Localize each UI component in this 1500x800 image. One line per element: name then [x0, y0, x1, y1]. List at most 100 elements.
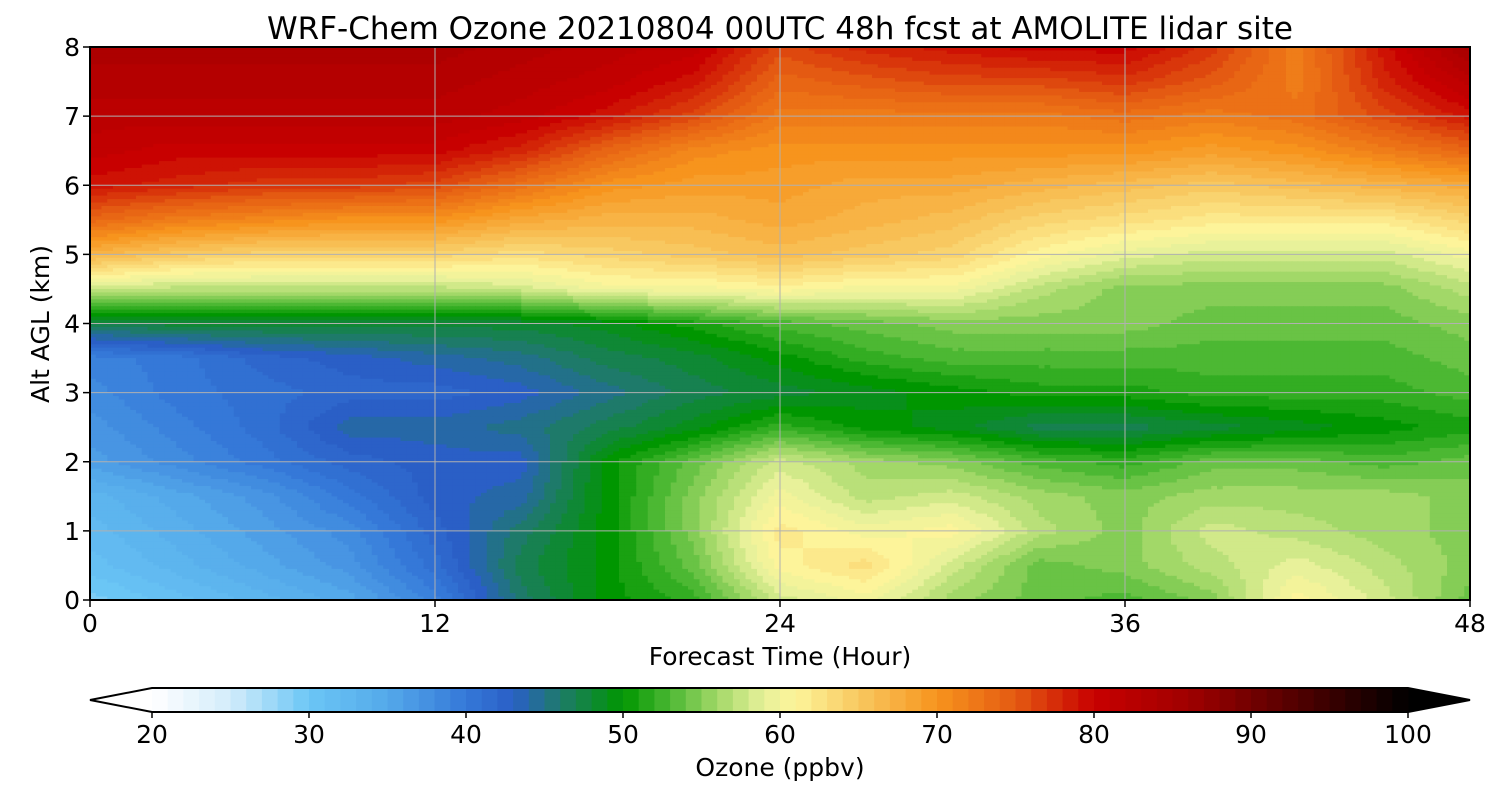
field-cell — [268, 99, 274, 103]
field-cell — [550, 102, 556, 106]
field-cell — [1050, 109, 1056, 113]
field-cell — [257, 54, 263, 58]
field-cell — [659, 109, 665, 113]
field-cell — [113, 57, 119, 61]
field-cell — [1102, 92, 1108, 96]
field-cell — [648, 54, 654, 58]
field-cell — [815, 109, 821, 113]
field-cell — [280, 57, 286, 61]
field-cell — [981, 102, 987, 106]
field-cell — [1355, 75, 1361, 79]
field-cell — [855, 92, 861, 96]
field-cell — [1459, 99, 1465, 103]
field-cell — [694, 82, 700, 86]
field-cell — [602, 75, 608, 79]
field-cell — [1045, 109, 1051, 113]
field-cell — [1257, 71, 1263, 75]
field-cell — [401, 92, 407, 96]
field-cell — [562, 92, 568, 96]
field-cell — [740, 92, 746, 96]
field-cell — [1085, 54, 1091, 58]
field-cell — [659, 102, 665, 106]
field-cell — [418, 54, 424, 58]
field-cell — [941, 54, 947, 58]
field-cell — [263, 54, 269, 58]
field-cell — [366, 82, 372, 86]
field-cell — [826, 57, 832, 61]
field-cell — [631, 75, 637, 79]
field-cell — [1372, 88, 1378, 92]
field-cell — [171, 109, 177, 113]
field-cell — [1068, 75, 1074, 79]
field-cell — [418, 82, 424, 86]
field-cell — [682, 64, 688, 68]
field-cell — [320, 75, 326, 79]
field-cell — [1045, 64, 1051, 68]
field-cell — [1321, 71, 1327, 75]
field-cell — [1395, 71, 1401, 75]
field-cell — [1096, 102, 1102, 106]
field-cell — [245, 71, 251, 75]
field-cell — [1004, 64, 1010, 68]
field-cell — [562, 109, 568, 113]
field-cell — [130, 99, 136, 103]
field-cell — [228, 102, 234, 106]
field-cell — [809, 82, 815, 86]
field-cell — [1326, 57, 1332, 61]
field-cell — [401, 109, 407, 113]
field-cell — [1384, 88, 1390, 92]
field-cell — [1085, 92, 1091, 96]
field-cell — [286, 57, 292, 61]
field-cell — [1384, 71, 1390, 75]
field-cell — [613, 54, 619, 58]
field-cell — [516, 64, 522, 68]
field-cell — [297, 71, 303, 75]
field-cell — [1217, 75, 1223, 79]
field-cell — [1234, 54, 1240, 58]
field-cell — [705, 92, 711, 96]
field-cell — [970, 64, 976, 68]
field-cell — [826, 102, 832, 106]
field-cell — [642, 57, 648, 61]
field-cell — [1010, 102, 1016, 106]
field-cell — [337, 75, 343, 79]
field-cell — [303, 88, 309, 92]
field-cell — [274, 109, 280, 113]
field-cell — [1309, 88, 1315, 92]
field-cell — [843, 82, 849, 86]
field-cell — [884, 57, 890, 61]
field-cell — [119, 82, 125, 86]
field-cell — [533, 92, 539, 96]
field-cell — [211, 64, 217, 68]
field-cell — [682, 57, 688, 61]
field-cell — [194, 102, 200, 106]
field-cell — [412, 64, 418, 68]
field-cell — [746, 99, 752, 103]
field-cell — [1252, 71, 1258, 75]
field-cell — [355, 88, 361, 92]
field-cell — [700, 82, 706, 86]
field-cell — [406, 64, 412, 68]
field-cell — [809, 64, 815, 68]
field-cell — [199, 71, 205, 75]
field-cell — [740, 64, 746, 68]
field-cell — [205, 54, 211, 58]
field-cell — [125, 54, 131, 58]
field-cell — [1453, 54, 1459, 58]
field-cell — [401, 99, 407, 103]
field-cell — [855, 54, 861, 58]
field-cell — [901, 102, 907, 106]
field-cell — [636, 57, 642, 61]
field-cell — [1062, 92, 1068, 96]
field-cell — [935, 57, 941, 61]
field-cell — [832, 92, 838, 96]
field-cell — [1131, 57, 1137, 61]
field-cell — [1413, 64, 1419, 68]
field-cell — [1447, 92, 1453, 96]
field-cell — [579, 75, 585, 79]
field-cell — [383, 88, 389, 92]
field-cell — [918, 102, 924, 106]
field-cell — [1303, 82, 1309, 86]
field-cell — [1384, 109, 1390, 113]
field-cell — [849, 99, 855, 103]
